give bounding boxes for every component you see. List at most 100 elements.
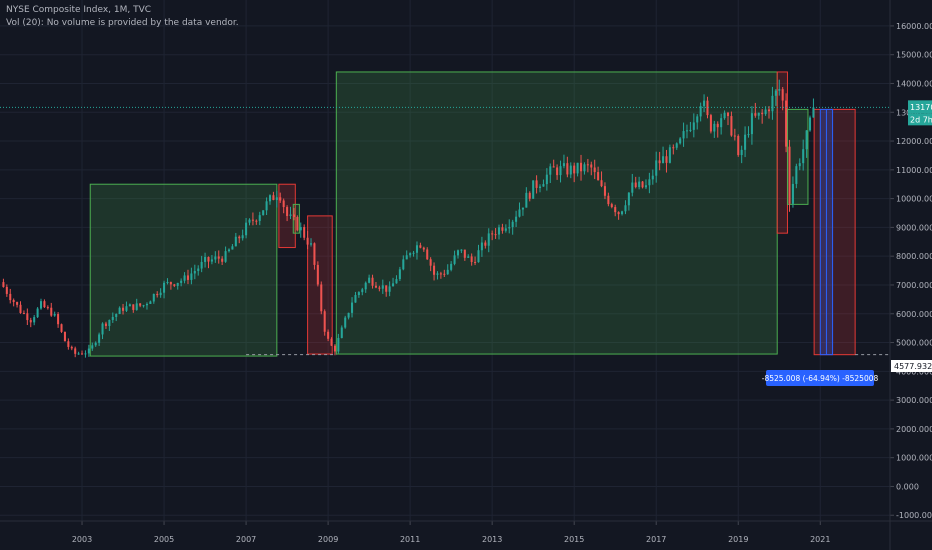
candle-down — [470, 256, 473, 262]
candle-up — [91, 345, 94, 349]
candle-up — [118, 307, 121, 314]
candle-up — [778, 89, 781, 91]
candle-up — [337, 337, 340, 352]
candle-down — [385, 285, 388, 292]
candle-up — [662, 156, 665, 164]
candle-up — [679, 138, 682, 144]
candle-down — [57, 314, 60, 325]
chart-legend: NYSE Composite Index, 1M, TVC Vol (20): … — [6, 4, 239, 30]
candle-up — [98, 334, 101, 343]
candle-down — [139, 303, 142, 306]
candle-down — [316, 264, 319, 285]
candle-up — [368, 277, 371, 283]
candle-up — [402, 259, 405, 270]
candle-up — [364, 282, 367, 290]
x-tick-label: 2015 — [564, 535, 584, 544]
candle-down — [186, 275, 190, 280]
candle-up — [87, 348, 90, 354]
candle-up — [542, 184, 545, 187]
candle-up — [227, 249, 231, 252]
y-tick-label: 3000.000 — [896, 396, 932, 405]
last-price-value: 13170.559 — [910, 103, 932, 112]
candle-down — [419, 245, 422, 248]
candle-up — [84, 353, 87, 355]
candle-up — [750, 113, 753, 135]
candle-up — [774, 90, 777, 96]
candle-down — [491, 233, 494, 235]
candle-down — [593, 167, 596, 173]
candle-down — [573, 165, 576, 174]
candle-up — [214, 256, 217, 260]
candle-up — [621, 211, 624, 215]
candle-up — [508, 227, 511, 229]
candle-up — [699, 106, 702, 117]
green-range-box[interactable] — [89, 183, 278, 357]
candle-up — [467, 256, 470, 258]
candle-up — [504, 228, 507, 231]
y-tick-label: 8000.000 — [896, 252, 932, 261]
candle-up — [692, 122, 695, 130]
candle-up — [200, 261, 203, 269]
candle-up — [309, 243, 313, 245]
candle-down — [81, 353, 84, 355]
candle-up — [183, 275, 186, 281]
candle-up — [152, 293, 155, 302]
candle-up — [357, 292, 360, 296]
measure-tag: -8525.008 (-64.94%) -8525008 — [762, 370, 879, 386]
candle-up — [145, 303, 148, 306]
candle-up — [190, 273, 193, 280]
candle-up — [248, 219, 251, 223]
candle-up — [703, 100, 706, 107]
candle-up — [518, 209, 521, 217]
candle-up — [648, 179, 651, 186]
time-axis[interactable]: 2003 2005 2007 2009 2011 2013 2015 2017 2019 2021 — [0, 520, 932, 544]
candle-down — [535, 180, 538, 188]
candle-up — [675, 143, 678, 148]
green-range-box[interactable] — [335, 71, 778, 355]
candle-down — [374, 285, 377, 288]
candle-down — [282, 200, 285, 208]
candle-up — [340, 327, 343, 338]
candle-up — [234, 236, 237, 247]
candle-up — [791, 183, 794, 204]
candle-down — [238, 236, 241, 239]
candle-up — [497, 227, 501, 235]
candle-up — [193, 270, 196, 274]
candle-up — [576, 162, 579, 174]
y-tick-label: 15000.000 — [896, 51, 932, 60]
candle-down — [607, 195, 610, 205]
candle-up — [798, 163, 801, 167]
y-tick-label: 1000.000 — [896, 454, 932, 463]
candle-up — [521, 207, 524, 210]
candle-down — [286, 207, 289, 216]
candle-up — [275, 197, 278, 200]
candle-up — [53, 314, 56, 316]
candle-down — [9, 293, 12, 301]
candle-up — [682, 131, 685, 139]
candle-down — [371, 277, 374, 286]
candle-up — [802, 149, 805, 164]
candle-down — [443, 273, 446, 275]
red-range-box[interactable] — [813, 108, 856, 356]
candle-up — [77, 353, 80, 355]
candle-down — [528, 192, 531, 199]
x-tick-label: 2005 — [154, 535, 174, 544]
x-tick-label: 2009 — [318, 535, 338, 544]
range-boxes[interactable] — [89, 71, 856, 357]
candle-down — [726, 112, 730, 117]
y-tick-label: 7000.000 — [896, 281, 932, 290]
candle-down — [672, 147, 675, 149]
candle-up — [651, 175, 654, 180]
candle-down — [733, 135, 736, 137]
candle-up — [515, 216, 518, 222]
candle-up — [583, 164, 586, 172]
measure-result: -8525.008 (-64.94%) -8525008 — [762, 374, 879, 383]
candle-up — [135, 303, 138, 310]
candle-down — [333, 345, 336, 352]
candle-down — [552, 166, 555, 168]
candle-up — [351, 302, 354, 313]
candle-up — [210, 259, 213, 262]
candle-down — [207, 256, 210, 262]
candle-down — [706, 100, 709, 116]
